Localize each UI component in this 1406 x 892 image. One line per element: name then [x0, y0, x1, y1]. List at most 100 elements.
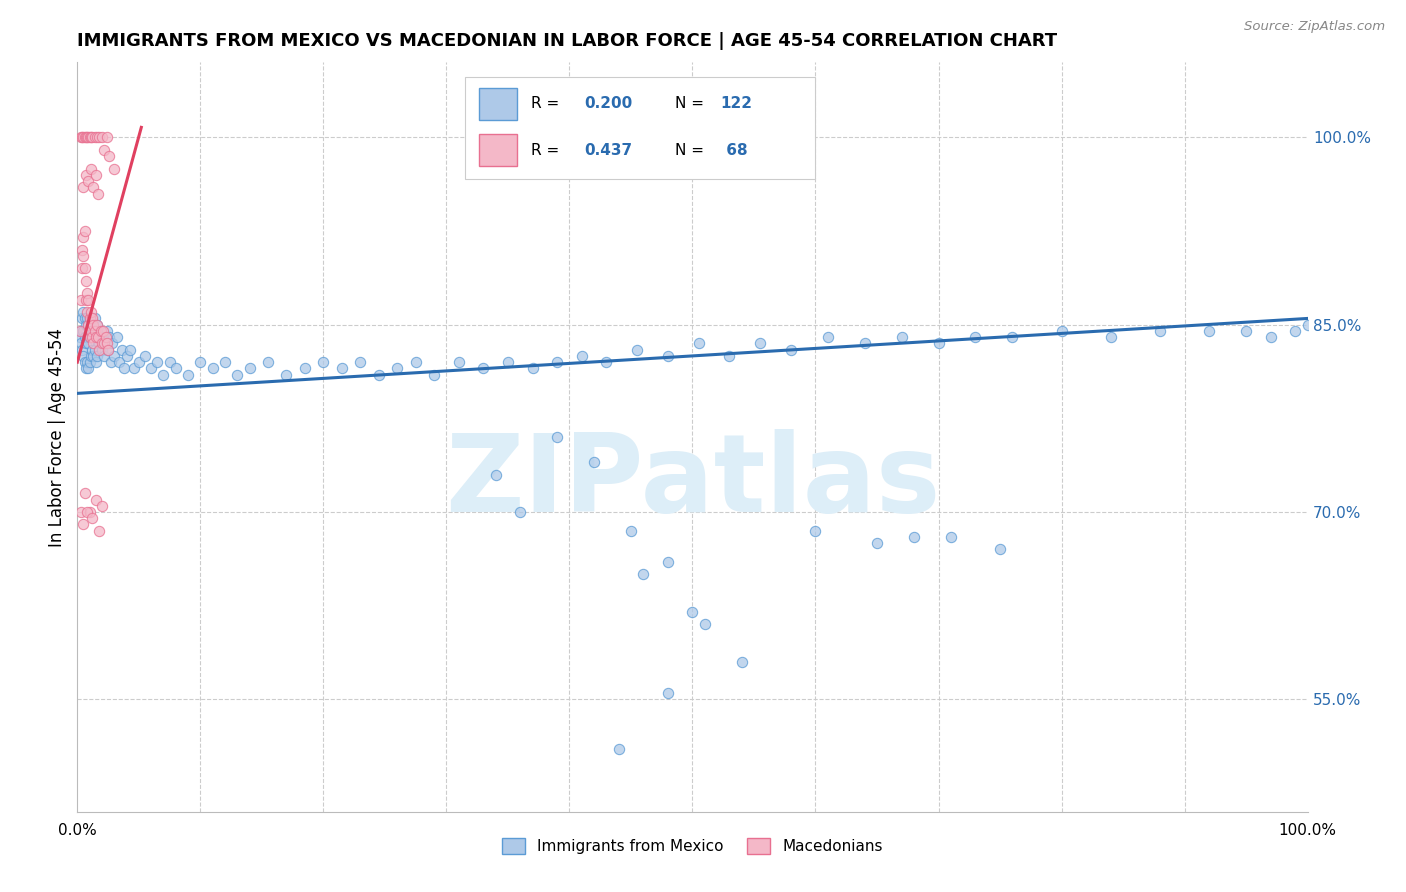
- Point: [682, 605, 704, 619]
- Point: [571, 349, 593, 363]
- Point: [93, 336, 115, 351]
- Text: IMMIGRANTS FROM MEXICO VS MACEDONIAN IN LABOR FORCE | AGE 45-54 CORRELATION CHAR: IMMIGRANTS FROM MEXICO VS MACEDONIAN IN …: [77, 32, 1057, 50]
- Point: [405, 355, 427, 369]
- Point: [90, 499, 114, 513]
- Point: [93, 349, 115, 363]
- Point: [633, 567, 655, 582]
- Point: [496, 355, 519, 369]
- Point: [69, 330, 91, 344]
- Point: [188, 355, 212, 369]
- Point: [90, 343, 114, 357]
- Point: [349, 355, 371, 369]
- Point: [86, 318, 108, 332]
- Point: [115, 349, 138, 363]
- Point: [84, 492, 107, 507]
- Point: [595, 355, 617, 369]
- Point: [423, 368, 446, 382]
- Point: [72, 130, 94, 145]
- Point: [607, 742, 630, 756]
- Point: [84, 324, 107, 338]
- Point: [128, 355, 150, 369]
- Point: [72, 305, 94, 319]
- Point: [749, 336, 772, 351]
- Point: [79, 311, 101, 326]
- Point: [82, 318, 104, 332]
- Point: [72, 517, 94, 532]
- Point: [112, 361, 135, 376]
- Point: [75, 361, 97, 376]
- Point: [76, 505, 98, 519]
- Point: [90, 336, 114, 351]
- Point: [1001, 330, 1024, 344]
- Point: [77, 130, 100, 145]
- Point: [90, 130, 114, 145]
- Point: [1149, 324, 1171, 338]
- Point: [485, 467, 508, 482]
- Point: [83, 324, 105, 338]
- Point: [626, 343, 648, 357]
- Point: [70, 324, 93, 338]
- Point: [367, 368, 389, 382]
- Point: [80, 130, 103, 145]
- Point: [75, 168, 97, 182]
- Point: [96, 324, 118, 338]
- Point: [94, 330, 117, 344]
- Point: [965, 330, 987, 344]
- Point: [620, 524, 643, 538]
- Point: [1296, 318, 1319, 332]
- Point: [239, 361, 262, 376]
- Point: [75, 336, 97, 351]
- Point: [546, 355, 568, 369]
- Point: [84, 330, 107, 344]
- Point: [509, 505, 531, 519]
- Point: [804, 524, 827, 538]
- Point: [77, 336, 100, 351]
- Point: [91, 330, 114, 344]
- Point: [89, 130, 111, 145]
- Point: [70, 130, 93, 145]
- Point: [86, 349, 108, 363]
- Point: [75, 318, 97, 332]
- Point: [657, 555, 679, 569]
- Point: [79, 505, 101, 519]
- Point: [447, 355, 470, 369]
- Point: [82, 330, 104, 344]
- Point: [103, 161, 125, 176]
- Point: [72, 349, 94, 363]
- Point: [853, 336, 876, 351]
- Point: [657, 686, 679, 700]
- Point: [546, 430, 568, 444]
- Point: [988, 542, 1011, 557]
- Point: [83, 343, 105, 357]
- Point: [80, 324, 103, 338]
- Point: [82, 343, 104, 357]
- Point: [82, 324, 104, 338]
- Point: [84, 355, 107, 369]
- Point: [93, 143, 115, 157]
- Point: [73, 261, 96, 276]
- Point: [73, 330, 96, 344]
- Point: [82, 349, 104, 363]
- Point: [73, 486, 96, 500]
- Point: [80, 161, 103, 176]
- Point: [120, 343, 142, 357]
- Point: [82, 336, 104, 351]
- Point: [73, 130, 96, 145]
- Point: [87, 330, 110, 344]
- Point: [693, 617, 716, 632]
- Point: [70, 293, 93, 307]
- Point: [82, 318, 104, 332]
- Point: [72, 230, 94, 244]
- Point: [80, 349, 103, 363]
- Point: [82, 130, 104, 145]
- Point: [134, 349, 156, 363]
- Point: [77, 361, 100, 376]
- Point: [75, 293, 97, 307]
- Point: [87, 330, 110, 344]
- Point: [70, 130, 93, 145]
- Y-axis label: In Labor Force | Age 45-54: In Labor Force | Age 45-54: [48, 327, 66, 547]
- Point: [77, 318, 100, 332]
- Point: [89, 524, 111, 538]
- Point: [105, 330, 128, 344]
- Point: [688, 336, 710, 351]
